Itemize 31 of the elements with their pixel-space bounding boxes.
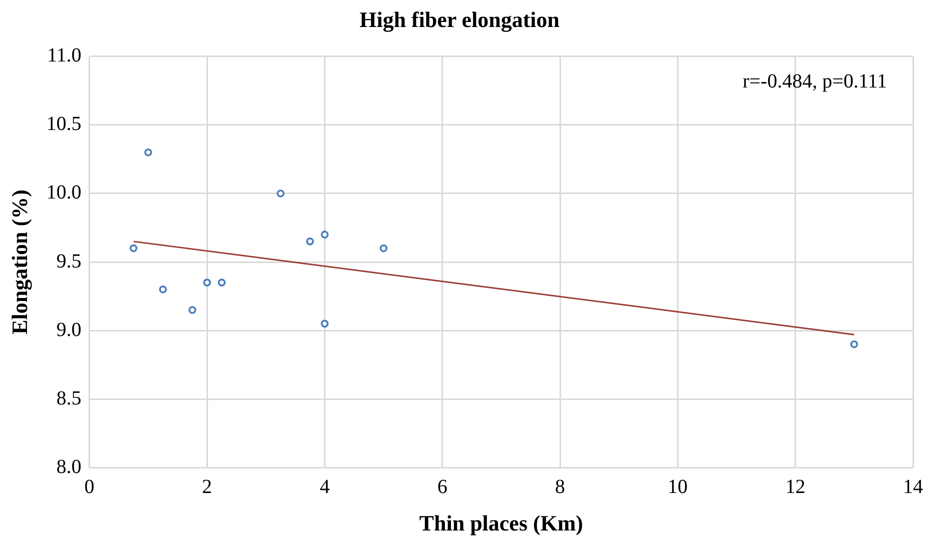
y-tick-label: 10.0 <box>46 182 82 204</box>
point <box>130 244 138 252</box>
x-tick-label: 4 <box>320 476 330 498</box>
y-tick-label: 8.0 <box>56 456 82 478</box>
y-tick-label: 11.0 <box>47 44 82 67</box>
x-axis-title: Thin places (Km) <box>419 510 584 536</box>
x-tick-label: 10 <box>668 476 688 498</box>
x-tick-label: 0 <box>84 476 94 498</box>
y-tick-label: 10.5 <box>46 113 82 136</box>
annotation: r=-0.484, p=0.111 <box>742 70 887 93</box>
point <box>188 306 196 314</box>
point <box>306 238 314 246</box>
y-axis-title: Elongation (%) <box>6 190 32 334</box>
point <box>320 320 329 328</box>
y-tick-label: 9.0 <box>56 318 82 341</box>
point <box>850 340 858 348</box>
x-tick-label: 8 <box>555 476 566 498</box>
point <box>380 244 388 252</box>
x-tick-label: 14 <box>903 476 923 498</box>
point <box>159 286 167 294</box>
point <box>144 148 152 156</box>
x-tick-label: 2 <box>202 476 212 498</box>
point <box>320 230 329 238</box>
x-tick-label: 6 <box>437 476 448 498</box>
y-tick-label: 9.5 <box>56 250 82 272</box>
point <box>203 278 211 286</box>
point <box>218 278 226 286</box>
point <box>276 190 284 198</box>
x-tick-label: 12 <box>785 476 806 498</box>
chart-title: High fiber elongation <box>359 6 560 32</box>
y-tick-label: 8.5 <box>56 387 82 410</box>
